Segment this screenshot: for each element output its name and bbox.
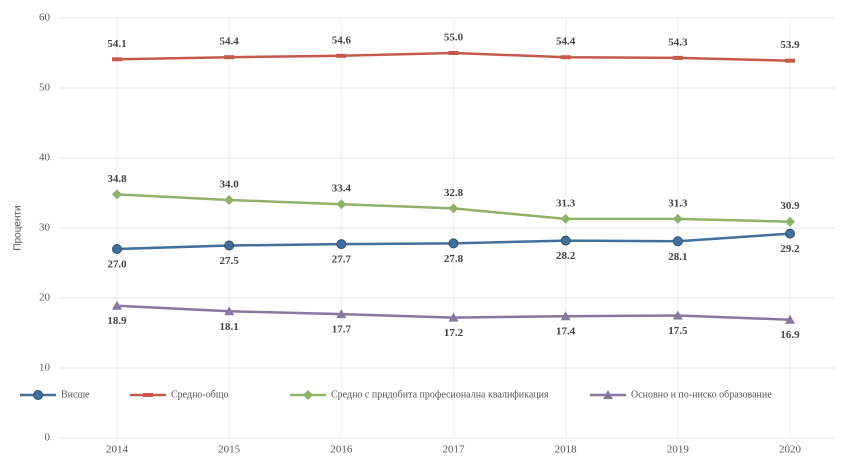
y-tick-label: 60 [39, 12, 51, 24]
data-label: 17.4 [556, 326, 576, 338]
data-point [336, 199, 347, 210]
data-label: 28.2 [556, 250, 576, 262]
data-point [336, 309, 347, 319]
x-tick-label: 2017 [443, 444, 466, 456]
data-label: 53.9 [780, 39, 800, 51]
data-point [448, 203, 459, 214]
data-point [448, 51, 459, 55]
y-tick-label: 10 [39, 362, 51, 374]
data-label: 33.4 [332, 183, 352, 195]
legend-marker [603, 390, 613, 399]
data-label: 54.4 [556, 36, 576, 48]
data-point [224, 195, 235, 205]
x-tick-label: 2015 [218, 444, 241, 456]
data-point [336, 53, 347, 58]
data-label: 55.0 [444, 32, 464, 44]
data-label: 54.4 [220, 36, 240, 48]
data-point [672, 213, 683, 224]
x-tick-label: 2019 [667, 444, 690, 456]
data-label: 18.9 [107, 315, 127, 327]
legend-item: Висше [20, 389, 90, 400]
data-label: 27.5 [220, 255, 240, 267]
data-label: 31.3 [668, 197, 688, 209]
data-point [112, 300, 122, 310]
data-label: 30.9 [780, 200, 800, 212]
data-point [560, 311, 571, 321]
x-tick-label: 2016 [330, 444, 353, 456]
data-label: 28.1 [668, 251, 687, 263]
data-point [785, 58, 795, 63]
y-tick-label: 40 [39, 152, 51, 164]
data-point [112, 189, 122, 200]
data-point [785, 228, 795, 239]
data-point [560, 235, 571, 246]
legend-marker [143, 393, 153, 397]
data-label: 27.0 [107, 259, 127, 271]
data-point [224, 306, 235, 316]
data-point [785, 314, 795, 324]
legend-label: Висше [61, 389, 90, 400]
y-tick-label: 20 [39, 292, 51, 304]
data-label: 27.8 [444, 253, 464, 265]
data-label: 16.9 [780, 329, 800, 341]
legend-item: Основно и по-ниско образование [590, 389, 772, 400]
x-tick-label: 2018 [555, 444, 578, 456]
data-point [112, 244, 122, 254]
y-axis-label: Проценти [13, 205, 24, 250]
x-tick-label: 2014 [106, 444, 129, 456]
data-point [785, 216, 795, 227]
data-point [560, 55, 571, 60]
data-point [448, 238, 459, 249]
legend-label: Основно и по-ниско образование [631, 389, 772, 400]
legend-label: Средно с придобита професионална квалифи… [331, 389, 549, 400]
y-tick-label: 0 [45, 432, 51, 444]
data-label: 54.6 [332, 34, 352, 46]
data-label: 17.5 [668, 325, 688, 337]
data-label: 17.2 [444, 327, 464, 339]
x-tick-label: 2020 [779, 444, 802, 456]
data-label: 17.7 [332, 324, 352, 336]
y-tick-label: 30 [39, 222, 51, 234]
data-point [560, 213, 571, 224]
data-point [112, 57, 122, 62]
legend-marker [33, 390, 43, 400]
data-label: 27.7 [332, 254, 352, 266]
data-label: 34.0 [220, 179, 240, 191]
data-label: 31.3 [556, 197, 576, 209]
data-label: 29.2 [780, 243, 800, 255]
data-label: 18.1 [220, 321, 239, 333]
data-point [336, 239, 347, 250]
legend-item: Средно с придобита професионална квалифи… [290, 389, 549, 400]
data-label: 54.1 [107, 38, 126, 50]
data-point [672, 310, 683, 320]
legend-marker [303, 390, 313, 400]
y-tick-label: 50 [39, 82, 51, 94]
data-point [224, 55, 235, 60]
data-label: 54.3 [668, 36, 688, 48]
data-point [672, 55, 683, 60]
legend-item: Средно-общо [130, 389, 229, 400]
data-point [224, 240, 235, 251]
data-label: 34.8 [107, 173, 127, 185]
data-point [448, 312, 459, 322]
data-point [672, 236, 683, 247]
legend-label: Средно-общо [171, 389, 229, 400]
data-label: 32.8 [444, 187, 464, 199]
